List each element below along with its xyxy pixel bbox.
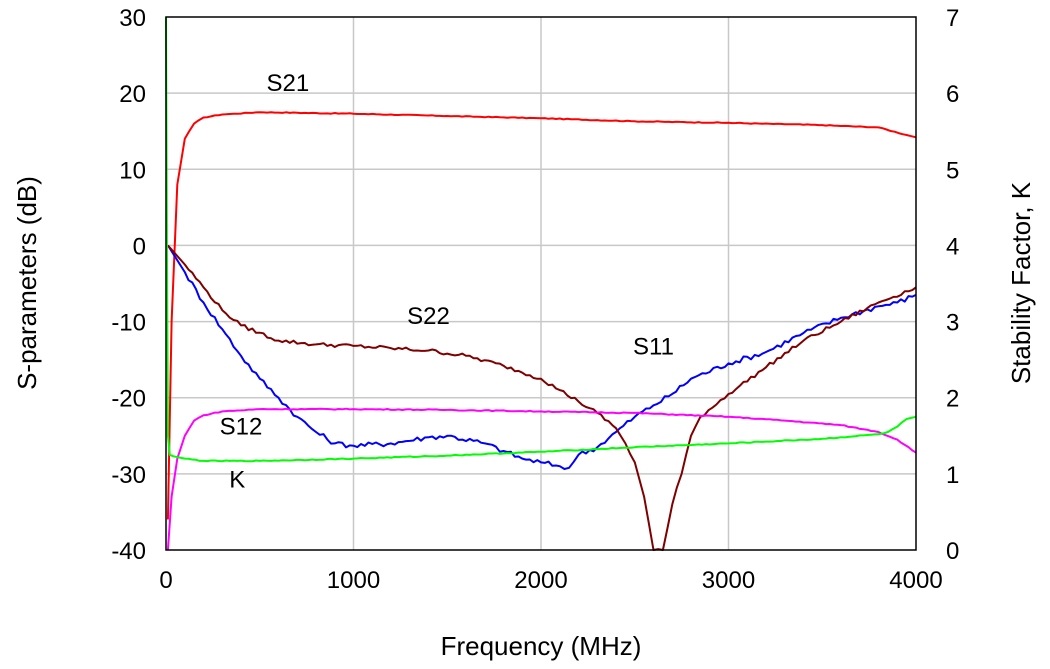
y2-tick-label: 0 — [946, 538, 959, 565]
y-tick-label: 30 — [119, 5, 146, 32]
series-label-s11: S11 — [633, 333, 674, 360]
y2-tick-label: 7 — [946, 5, 959, 32]
series-line-s22 — [167, 244, 917, 551]
series-labels: S21 S22 S11 S12 K — [220, 70, 674, 494]
series-label-s21: S21 — [267, 70, 310, 97]
y2-tick-label: 6 — [946, 81, 959, 108]
series-line-k — [165, 16, 917, 463]
y-axis-title: S-parameters (dB) — [12, 176, 42, 390]
x-axis-title: Frequency (MHz) — [441, 631, 642, 661]
y2-axis-title: Stability Factor, K — [1006, 181, 1036, 384]
y-tick-label: 20 — [119, 81, 146, 108]
y-tick-label: -20 — [111, 386, 146, 413]
y-tick-label: -10 — [111, 310, 146, 337]
series-line-s11 — [167, 244, 917, 470]
series-label-s22: S22 — [407, 303, 450, 330]
series-line-s21 — [166, 111, 917, 520]
x-tick-label: 3000 — [702, 567, 755, 594]
y2-tick-label: 5 — [946, 157, 959, 184]
x-tick-label: 4000 — [889, 567, 942, 594]
y-tick-label: 10 — [119, 157, 146, 184]
y-tick-label: -30 — [111, 462, 146, 489]
y2-tick-label: 1 — [946, 462, 959, 489]
grid-lines — [166, 17, 916, 550]
y-tick-label: 0 — [133, 233, 146, 260]
x-tick-label: 1000 — [327, 567, 380, 594]
y2-tick-label: 2 — [946, 386, 959, 413]
tick-labels: 0 1000 2000 3000 40003020100-10-20-30-407654… — [111, 5, 959, 594]
series-line-s12 — [166, 407, 917, 551]
series-label-s12: S12 — [220, 413, 263, 440]
y2-tick-label: 3 — [946, 310, 959, 337]
y-tick-label: -40 — [111, 538, 146, 565]
series-label-k: K — [229, 467, 245, 494]
series-lines — [165, 16, 917, 551]
x-tick-label: 2000 — [514, 567, 567, 594]
plot-frame — [165, 16, 917, 551]
x-tick-label: 0 — [159, 567, 172, 594]
y2-tick-label: 4 — [946, 233, 959, 260]
